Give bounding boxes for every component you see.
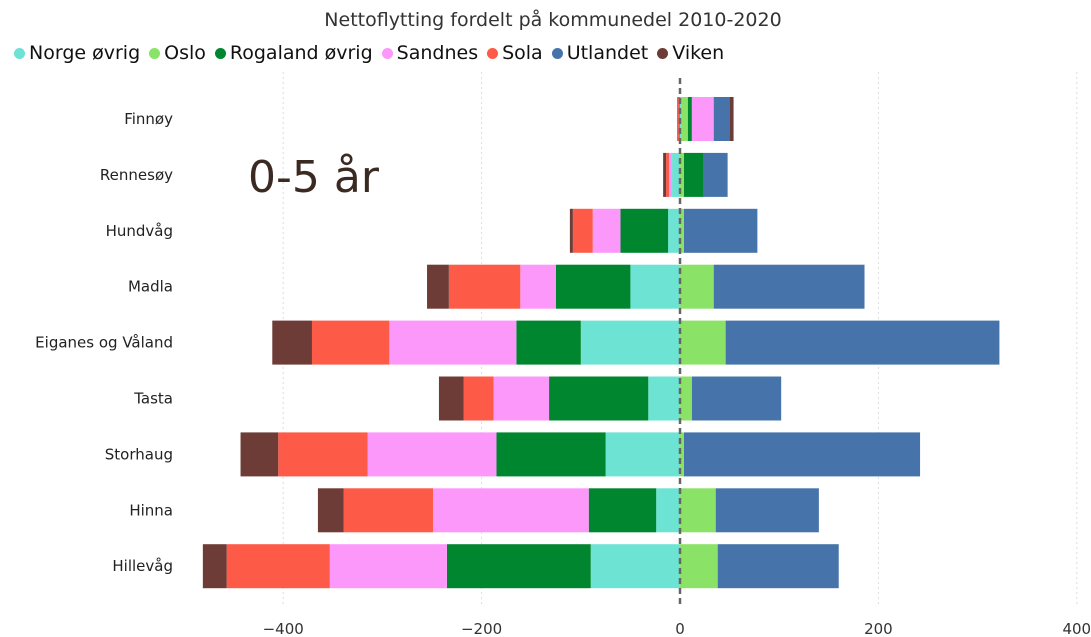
bar-segment[interactable]: [389, 321, 516, 365]
bar-segment[interactable]: [589, 488, 656, 532]
legend-label: Oslo: [164, 42, 206, 64]
bar-segment[interactable]: [680, 488, 716, 532]
legend-item[interactable]: Viken: [657, 42, 724, 64]
category-label: Hinna: [129, 501, 173, 519]
bar-segment[interactable]: [704, 153, 728, 197]
bar-segment[interactable]: [663, 153, 666, 197]
category-label: Eiganes og Våland: [35, 334, 173, 352]
bar-segment[interactable]: [581, 321, 680, 365]
bar-segment[interactable]: [656, 488, 680, 532]
bar-segment[interactable]: [684, 153, 704, 197]
legend-item[interactable]: Sola: [487, 42, 543, 64]
x-tick-labels: −400 −200 0 200 400: [263, 620, 1091, 637]
category-label: Storhaug: [105, 445, 173, 463]
bar-segment[interactable]: [549, 377, 648, 421]
category-label: Finnøy: [124, 110, 173, 128]
bar-segment[interactable]: [630, 265, 680, 309]
x-tick-label: −400: [263, 620, 304, 637]
bar-segment[interactable]: [570, 209, 573, 253]
category-label: Tasta: [133, 390, 173, 408]
bar-segment[interactable]: [716, 488, 819, 532]
bar-segment[interactable]: [680, 544, 718, 588]
bar-segment[interactable]: [606, 432, 680, 476]
legend-label: Utlandet: [567, 42, 649, 64]
bar-segment[interactable]: [692, 377, 781, 421]
category-label: Hillevåg: [112, 557, 173, 575]
legend-marker: [382, 48, 393, 59]
bar-segment[interactable]: [573, 209, 593, 253]
bar-segment[interactable]: [272, 321, 312, 365]
bar-segment[interactable]: [427, 265, 449, 309]
bar-segment[interactable]: [680, 321, 726, 365]
bar-segment[interactable]: [688, 97, 692, 141]
bar-segment[interactable]: [520, 265, 556, 309]
bar-segment[interactable]: [591, 544, 680, 588]
bar-segment[interactable]: [669, 153, 672, 197]
legend-label: Sandnes: [397, 42, 478, 64]
bar-segment[interactable]: [203, 544, 227, 588]
legend-marker: [552, 48, 563, 59]
bar-segment[interactable]: [680, 377, 692, 421]
legend-label: Sola: [502, 42, 543, 64]
bar-segment[interactable]: [714, 97, 730, 141]
x-tick-label: 400: [1062, 620, 1091, 637]
bar-segment[interactable]: [680, 265, 714, 309]
bar-segment[interactable]: [648, 377, 680, 421]
x-tick-label: 200: [864, 620, 893, 637]
category-label: Madla: [128, 278, 173, 296]
age-group-annotation: 0-5 år: [248, 152, 380, 203]
category-labels: Finnøy Rennesøy Hundvåg Madla Eiganes og Vål…: [35, 110, 173, 575]
category-label: Rennesøy: [100, 166, 173, 184]
bar-segment[interactable]: [730, 97, 734, 141]
bar-segment[interactable]: [682, 97, 688, 141]
category-label: Hundvåg: [106, 222, 173, 240]
bar-segment[interactable]: [241, 432, 279, 476]
bar-segment[interactable]: [344, 488, 433, 532]
bar-segment[interactable]: [726, 321, 1000, 365]
bar-segment[interactable]: [516, 321, 580, 365]
chart-title: Nettoflytting fordelt på kommunedel 2010…: [324, 8, 781, 31]
bar-segment[interactable]: [718, 544, 839, 588]
legend-label: Norge øvrig: [29, 42, 140, 64]
bar-segment[interactable]: [227, 544, 330, 588]
bar-segment[interactable]: [714, 265, 865, 309]
legend-item[interactable]: Rogaland øvrig: [215, 42, 373, 64]
bar-segment[interactable]: [433, 488, 589, 532]
legend-marker: [215, 48, 226, 59]
bar-segment[interactable]: [556, 265, 630, 309]
bar-segment[interactable]: [668, 209, 680, 253]
legend-label: Viken: [672, 42, 724, 64]
bar-segment[interactable]: [684, 432, 920, 476]
legend: Norge øvrig Oslo Rogaland øvrig Sandnes Sola…: [14, 42, 733, 64]
bar-segment[interactable]: [318, 488, 344, 532]
bar-segment[interactable]: [494, 377, 550, 421]
bar-segment[interactable]: [330, 544, 447, 588]
legend-item[interactable]: Oslo: [149, 42, 206, 64]
bar-segment[interactable]: [692, 97, 714, 141]
legend-item[interactable]: Sandnes: [382, 42, 478, 64]
bar-segment[interactable]: [666, 153, 669, 197]
bar-segment[interactable]: [447, 544, 591, 588]
x-tick-label: 0: [675, 620, 685, 637]
bar-segment[interactable]: [684, 209, 757, 253]
bar-segment[interactable]: [312, 321, 389, 365]
bar-segment[interactable]: [439, 377, 464, 421]
bar-segment[interactable]: [464, 377, 494, 421]
legend-marker: [487, 48, 498, 59]
legend-marker: [657, 48, 668, 59]
bar-segment[interactable]: [496, 432, 605, 476]
x-tick-label: −200: [461, 620, 502, 637]
bar-segment[interactable]: [449, 265, 520, 309]
legend-item[interactable]: Norge øvrig: [14, 42, 140, 64]
bar-segment[interactable]: [620, 209, 668, 253]
legend-label: Rogaland øvrig: [230, 42, 373, 64]
bar-segment[interactable]: [593, 209, 621, 253]
bar-segment[interactable]: [368, 432, 497, 476]
legend-marker: [149, 48, 160, 59]
legend-marker: [14, 48, 25, 59]
legend-item[interactable]: Utlandet: [552, 42, 649, 64]
bar-segment[interactable]: [278, 432, 367, 476]
